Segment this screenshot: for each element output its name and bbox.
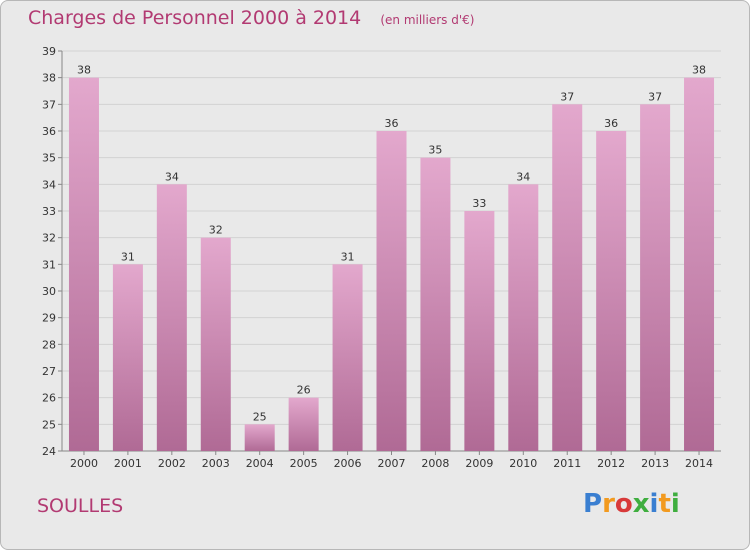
- y-tick-label: 38: [42, 72, 56, 85]
- x-tick-label: 2012: [597, 457, 625, 470]
- bar: [288, 397, 319, 451]
- x-tick-label: 2002: [158, 457, 186, 470]
- bar-value-label: 34: [516, 170, 530, 183]
- bar: [112, 264, 143, 451]
- bar: [684, 77, 715, 452]
- bar-value-label: 38: [692, 64, 706, 77]
- bar: [244, 424, 275, 451]
- x-tick-label: 2011: [553, 457, 581, 470]
- x-tick-label: 2003: [202, 457, 230, 470]
- x-tick-label: 2007: [378, 457, 406, 470]
- commune-name: SOULLES: [37, 495, 124, 517]
- x-tick-label: 2001: [114, 457, 142, 470]
- logo-letter: i: [649, 489, 659, 519]
- bar: [200, 237, 231, 451]
- x-tick-label: 2008: [421, 457, 449, 470]
- y-tick-label: 29: [42, 312, 56, 325]
- bar-value-label: 36: [385, 117, 399, 130]
- bar: [596, 131, 627, 451]
- title-row: Charges de Personnel 2000 à 2014 (en mil…: [28, 7, 474, 29]
- x-tick-label: 2006: [334, 457, 362, 470]
- bar: [68, 77, 99, 452]
- bar-value-label: 34: [165, 170, 179, 183]
- y-tick-label: 31: [42, 258, 56, 271]
- y-tick-label: 32: [42, 232, 56, 245]
- x-tick-label: 2009: [465, 457, 493, 470]
- bar-value-label: 32: [209, 224, 223, 237]
- y-tick-label: 34: [42, 178, 56, 191]
- y-tick-label: 27: [42, 365, 56, 378]
- x-tick-label: 2004: [246, 457, 274, 470]
- unit-note: (en milliers d'€): [380, 13, 475, 27]
- logo-letter: t: [658, 489, 671, 519]
- logo-letter: o: [614, 489, 633, 519]
- y-tick-label: 36: [42, 125, 56, 138]
- bar-value-label: 31: [121, 250, 135, 263]
- bar: [464, 211, 495, 451]
- chart-title: Charges de Personnel 2000 à 2014: [28, 7, 362, 29]
- bar-value-label: 35: [428, 144, 442, 157]
- logo-letter: P: [583, 489, 603, 519]
- x-tick-label: 2000: [70, 457, 98, 470]
- bar-value-label: 33: [472, 197, 486, 210]
- bar: [332, 264, 363, 451]
- bar-value-label: 38: [77, 64, 91, 77]
- y-tick-label: 39: [42, 45, 56, 58]
- bar-value-label: 37: [560, 90, 574, 103]
- bar: [552, 104, 583, 451]
- bar: [420, 157, 451, 451]
- bar-value-label: 25: [253, 410, 267, 423]
- y-tick-label: 26: [42, 392, 56, 405]
- x-tick-label: 2013: [641, 457, 669, 470]
- logo-letter: r: [602, 489, 615, 519]
- bar-value-label: 37: [648, 90, 662, 103]
- proxiti-logo: Proxiti: [583, 489, 680, 519]
- y-tick-label: 25: [42, 418, 56, 431]
- y-tick-label: 35: [42, 152, 56, 165]
- bar-value-label: 36: [604, 117, 618, 130]
- y-tick-label: 33: [42, 205, 56, 218]
- y-tick-label: 28: [42, 338, 56, 351]
- bar: [156, 184, 187, 452]
- y-tick-label: 24: [42, 445, 56, 458]
- logo-letter: x: [632, 489, 650, 519]
- x-tick-label: 2014: [685, 457, 713, 470]
- bar: [376, 131, 407, 451]
- bar: [508, 184, 539, 452]
- x-tick-label: 2005: [290, 457, 318, 470]
- logo-letter: i: [670, 489, 680, 519]
- bar-value-label: 26: [297, 384, 311, 397]
- y-tick-label: 37: [42, 98, 56, 111]
- bar-value-label: 31: [341, 250, 355, 263]
- x-tick-label: 2010: [509, 457, 537, 470]
- y-tick-label: 30: [42, 285, 56, 298]
- bar: [640, 104, 671, 451]
